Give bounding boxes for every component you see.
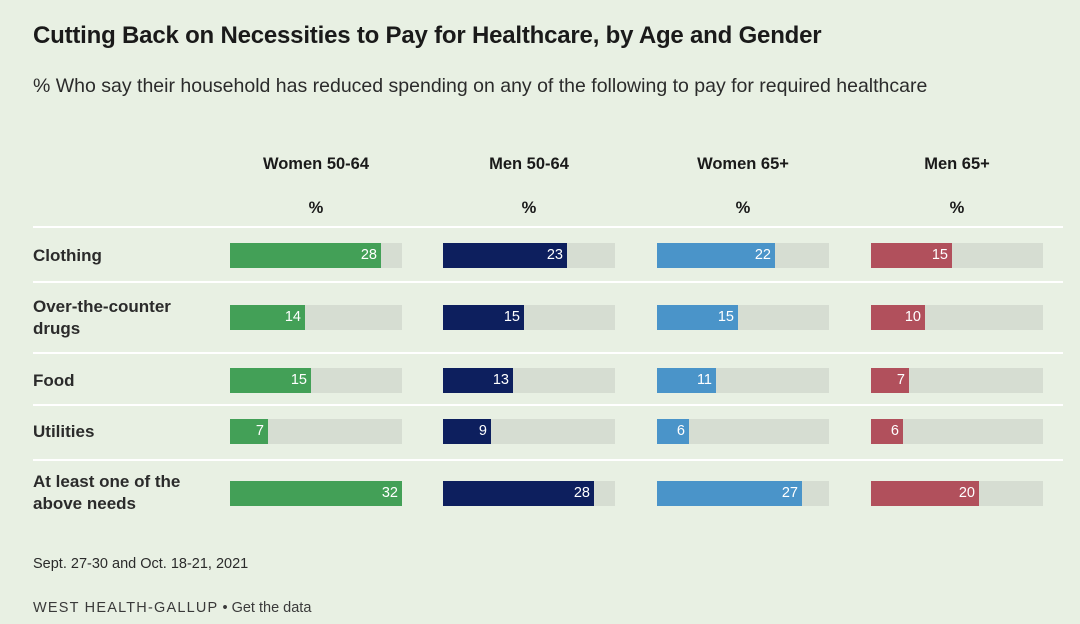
bar-women-50-64-over-the-counter-drugs: 14 (230, 305, 305, 330)
bar-track: 28 (443, 481, 615, 506)
bar-men-65-clothing: 15 (871, 243, 952, 268)
bar-women-50-64-food: 15 (230, 368, 311, 393)
bar-track: 14 (230, 305, 402, 330)
bar-women-50-64-clothing: 28 (230, 243, 381, 268)
footer: WEST HEALTH-GALLUP • Get the data (33, 600, 311, 616)
bar-value-label: 7 (255, 423, 264, 439)
bar-men-50-64-at-least-one-of-the-above-needs: 28 (443, 481, 594, 506)
row-label-food: Food (33, 371, 75, 390)
bar-track: 15 (871, 243, 1043, 268)
bar-track: 6 (871, 419, 1043, 444)
bar-track: 7 (871, 368, 1043, 393)
bar-women-65-clothing: 22 (657, 243, 775, 268)
column-unit-label: % (308, 199, 324, 217)
row-label-utilities: Utilities (33, 422, 95, 441)
get-the-data-link[interactable]: Get the data (231, 600, 312, 616)
source-note: Sept. 27-30 and Oct. 18-21, 2021 (33, 556, 249, 572)
chart-title: Cutting Back on Necessities to Pay for H… (33, 22, 822, 49)
bar-value-label: 28 (360, 247, 377, 263)
bar-men-65-food: 7 (871, 368, 909, 393)
column-header-men-65: Men 65+ (924, 155, 990, 173)
bar-value-label: 15 (931, 247, 948, 263)
row-label-clothing: Clothing (33, 246, 102, 265)
bar-men-65-over-the-counter-drugs: 10 (871, 305, 925, 330)
column-unit-label: % (949, 199, 965, 217)
bar-track: 15 (657, 305, 829, 330)
bar-track: 13 (443, 368, 615, 393)
bar-women-65-utilities: 6 (657, 419, 689, 444)
column-unit-label: % (521, 199, 537, 217)
bar-men-50-64-clothing: 23 (443, 243, 567, 268)
bar-value-label: 7 (896, 372, 905, 388)
bar-value-label: 13 (492, 372, 509, 388)
bar-track: 9 (443, 419, 615, 444)
bar-women-65-over-the-counter-drugs: 15 (657, 305, 738, 330)
bar-value-label: 6 (890, 423, 899, 439)
column-unit-label: % (735, 199, 751, 217)
row-divider (33, 459, 1063, 461)
bar-value-label: 15 (717, 309, 734, 325)
chart-subtitle: % Who say their household has reduced sp… (33, 75, 928, 97)
brand-name: WEST HEALTH-GALLUP (33, 600, 219, 616)
bar-value-label: 10 (904, 309, 921, 325)
bar-track: 11 (657, 368, 829, 393)
row-divider (33, 226, 1063, 228)
bar-value-label: 22 (754, 247, 771, 263)
bar-value-label: 15 (290, 372, 307, 388)
bar-women-50-64-at-least-one-of-the-above-needs: 32 (230, 481, 402, 506)
bar-value-label: 11 (696, 372, 712, 388)
bar-value-label: 20 (958, 485, 975, 501)
bar-track: 22 (657, 243, 829, 268)
bar-track: 15 (230, 368, 402, 393)
row-divider (33, 404, 1063, 406)
bar-value-label: 28 (573, 485, 590, 501)
bar-men-50-64-utilities: 9 (443, 419, 491, 444)
bar-women-65-at-least-one-of-the-above-needs: 27 (657, 481, 802, 506)
bar-value-label: 6 (676, 423, 685, 439)
row-label-over-the-counter-drugs: Over-the-counter drugs (33, 297, 171, 338)
bar-track: 28 (230, 243, 402, 268)
bar-value-label: 32 (381, 485, 398, 501)
bar-men-65-at-least-one-of-the-above-needs: 20 (871, 481, 979, 506)
bar-track: 6 (657, 419, 829, 444)
column-header-women-65: Women 65+ (697, 155, 789, 173)
bar-value-label: 15 (503, 309, 520, 325)
bar-men-50-64-food: 13 (443, 368, 513, 393)
bar-value-label: 9 (478, 423, 487, 439)
bar-women-65-food: 11 (657, 368, 716, 393)
bar-men-50-64-over-the-counter-drugs: 15 (443, 305, 524, 330)
bar-track: 7 (230, 419, 402, 444)
footer-separator: • (218, 600, 232, 616)
row-divider (33, 281, 1063, 283)
row-divider (33, 352, 1063, 354)
column-header-women-50-64: Women 50-64 (262, 155, 370, 173)
bar-value-label: 27 (781, 485, 798, 501)
bar-value-label: 14 (284, 309, 301, 325)
bar-track: 23 (443, 243, 615, 268)
bar-value-label: 23 (546, 247, 563, 263)
bar-track: 32 (230, 481, 402, 506)
bar-track: 15 (443, 305, 615, 330)
bar-women-50-64-utilities: 7 (230, 419, 268, 444)
bar-track: 10 (871, 305, 1043, 330)
bar-track: 20 (871, 481, 1043, 506)
bar-track: 27 (657, 481, 829, 506)
column-header-men-50-64: Men 50-64 (489, 155, 569, 173)
row-label-at-least-one-of-the-above-needs: At least one of the above needs (33, 472, 181, 513)
bar-men-65-utilities: 6 (871, 419, 903, 444)
